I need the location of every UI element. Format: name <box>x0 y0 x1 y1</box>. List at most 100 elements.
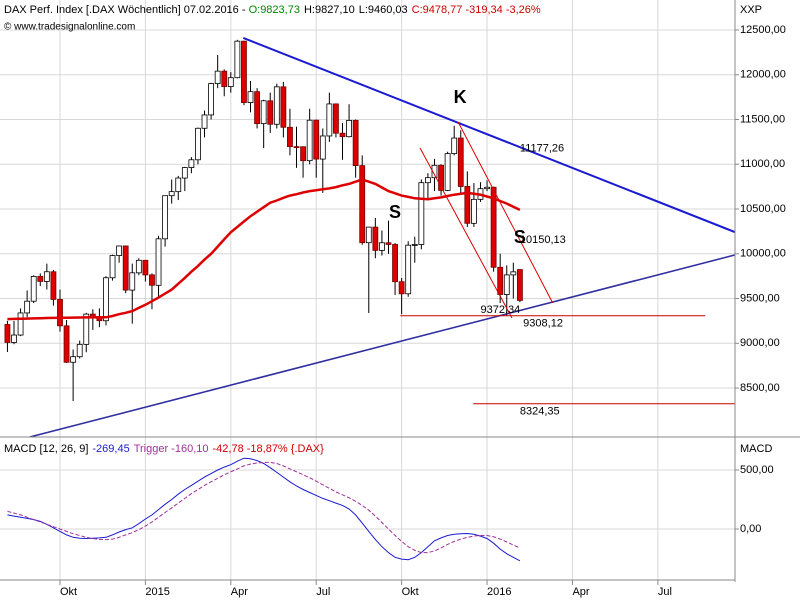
macd-axis-label: MACD <box>740 443 772 455</box>
y-tick-label: 10500,00 <box>740 203 786 215</box>
candle-body <box>109 255 116 279</box>
y-tick-label: 11500,00 <box>740 113 785 125</box>
candle-body <box>247 91 254 103</box>
candle-body <box>175 177 182 193</box>
price-label: 10150,13 <box>520 234 566 246</box>
x-tick-label: Apr <box>231 586 248 598</box>
watermark: © www.tradesignalonline.com <box>4 22 135 33</box>
candle-body <box>418 182 425 245</box>
candle-body <box>411 244 418 246</box>
candle-body <box>43 271 50 282</box>
price-label: 11177,26 <box>520 142 564 154</box>
candle-body <box>365 226 372 244</box>
candle-body <box>379 242 385 251</box>
candle-body <box>149 274 155 286</box>
candle-body <box>392 244 398 283</box>
candle-body <box>129 272 136 291</box>
candle-body <box>201 114 208 129</box>
candle-body <box>333 103 339 134</box>
candle-body <box>346 119 352 138</box>
candle-body <box>195 127 201 161</box>
trend-line <box>457 121 554 304</box>
x-tick-label: 2016 <box>487 586 511 598</box>
header-low: L:9460,03 <box>359 4 408 16</box>
candle-body <box>457 137 464 187</box>
candle-body <box>116 245 123 256</box>
candle-body <box>260 100 267 125</box>
y-tick-label: 9000,00 <box>740 337 780 349</box>
candle-body <box>83 313 90 345</box>
candle-body <box>267 100 274 125</box>
candle-body <box>273 86 280 125</box>
macd-line <box>7 457 521 562</box>
candle-body <box>227 77 234 87</box>
candle-body <box>287 126 293 148</box>
candle-body <box>497 266 504 295</box>
header-name: DAX Perf. Index [.DAX Wöchentlich] 07.02… <box>4 4 249 16</box>
candle-body <box>17 312 24 336</box>
candle-body <box>234 40 241 79</box>
candle-body <box>319 135 326 160</box>
candle-body <box>451 137 458 155</box>
candle-body <box>464 186 471 224</box>
candle-body <box>490 186 497 268</box>
candle-body <box>214 70 221 85</box>
candle-body <box>359 165 366 244</box>
candle-body <box>313 119 320 160</box>
pattern-label: S <box>389 202 401 222</box>
candle-body <box>24 300 31 314</box>
candle-body <box>405 244 412 295</box>
candle-body <box>503 274 510 295</box>
y-tick-label: 10000,00 <box>740 248 786 260</box>
y-tick-label: 500,00 <box>740 464 774 476</box>
candle-body <box>135 259 142 274</box>
candle-body <box>57 299 63 327</box>
unit-label: XXP <box>740 4 762 16</box>
candle-body <box>30 276 37 302</box>
y-tick-label: 0,00 <box>740 523 761 535</box>
trend-line <box>419 147 513 319</box>
pattern-label: K <box>454 87 467 107</box>
level-label: 9308,12 <box>523 318 563 330</box>
header-close: C:9478,77 -319,34 -3,26% <box>412 4 541 16</box>
trend-line <box>242 37 735 233</box>
level-label: 8324,35 <box>520 406 560 418</box>
candle-body <box>471 198 477 224</box>
header-high: H:9827,10 <box>304 4 355 16</box>
header-open: O:9823,73 <box>249 4 300 16</box>
y-tick-label: 11000,00 <box>740 158 785 170</box>
candle-body <box>484 186 490 190</box>
candle-body <box>155 238 162 286</box>
candle-body <box>385 242 392 245</box>
candle-body <box>326 103 333 137</box>
y-tick-label: 8500,00 <box>740 382 780 394</box>
macd-legend-trigger: Trigger -160,10 <box>134 443 209 455</box>
candle-body <box>168 191 175 197</box>
x-tick-label: Apr <box>572 586 589 598</box>
moving-average <box>7 178 521 321</box>
pattern-label: S <box>514 227 526 247</box>
y-tick-label: 12500,00 <box>740 24 786 36</box>
macd-legend-name: MACD [12, 26, 9] <box>4 443 88 455</box>
macd-legend-value: -269,45 <box>92 443 129 455</box>
candle-body <box>352 119 359 166</box>
x-tick-label: Okt <box>60 586 77 598</box>
candle-body <box>70 356 77 363</box>
candle-body <box>431 164 438 179</box>
candle-body <box>4 324 11 343</box>
candle-body <box>122 245 129 291</box>
candle-body <box>398 281 405 295</box>
candle-body <box>50 271 57 300</box>
candle-body <box>444 153 451 191</box>
header-title: DAX Perf. Index [.DAX Wöchentlich] 07.02… <box>4 4 541 16</box>
candle-body <box>76 343 83 358</box>
candle-body <box>438 164 444 191</box>
macd-legend: MACD [12, 26, 9] -269,45 Trigger -160,10 -4… <box>4 443 324 455</box>
candle-body <box>142 259 149 276</box>
candle-body <box>372 226 379 251</box>
candle-body <box>188 159 195 168</box>
y-tick-label: 12000,00 <box>740 69 786 81</box>
candle-body <box>339 132 346 138</box>
